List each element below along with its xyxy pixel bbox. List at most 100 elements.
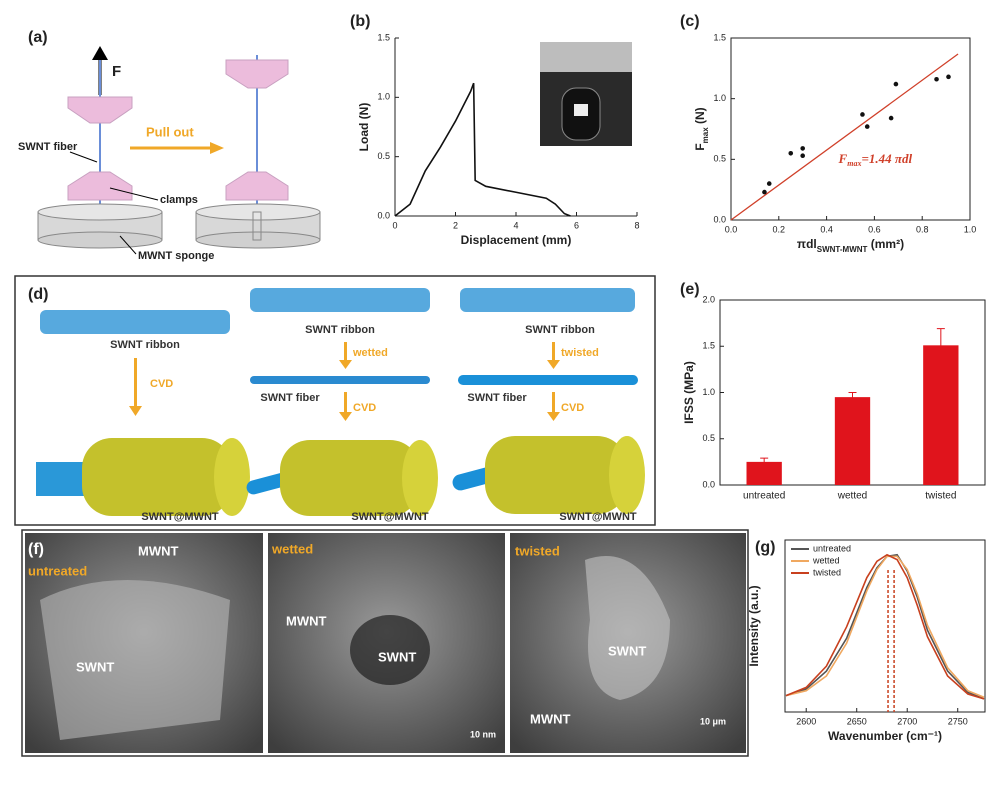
- fiber: [458, 375, 638, 385]
- x-tick-label: 4: [513, 220, 518, 230]
- x-axis-label-main: πdl: [797, 237, 817, 251]
- x-axis-label-sub: SWNT-MWNT: [817, 245, 868, 254]
- label: 10 μm: [700, 716, 726, 726]
- label: SWNT: [378, 649, 416, 664]
- annotation-sub: max: [847, 159, 861, 168]
- x-tick-label: 2700: [897, 716, 917, 726]
- panel-label: (a): [28, 29, 48, 46]
- label: twisted: [561, 347, 599, 359]
- annotation-rest: =1.44 πdl: [861, 151, 912, 166]
- error-bar: [848, 392, 857, 403]
- point: [766, 181, 772, 186]
- x-tick-label: 0.6: [868, 224, 881, 234]
- y-axis-label: Fmax (N): [693, 107, 709, 150]
- clamp: [67, 171, 133, 201]
- panel-label: (g): [755, 539, 775, 556]
- y-axis-label: Intensity (a.u.): [747, 585, 761, 666]
- arrow-head: [92, 46, 108, 60]
- x-axis-label: Displacement (mm): [461, 233, 572, 247]
- label: twisted: [515, 543, 560, 558]
- sponge-bottom: [37, 231, 163, 249]
- panel-label: (e): [680, 281, 700, 298]
- cylinder-end: [609, 436, 645, 514]
- point: [800, 146, 805, 151]
- error-bar: [936, 328, 945, 363]
- label: SWNT ribbon: [305, 324, 375, 336]
- arrow-head: [547, 412, 560, 421]
- hole: [252, 211, 262, 241]
- leader: [109, 187, 159, 201]
- label: SWNT ribbon: [110, 339, 180, 351]
- x-axis-label-rest: (mm²): [867, 237, 904, 251]
- photo-part: [540, 42, 632, 72]
- x-tick-label: 2750: [948, 716, 968, 726]
- label: MWNT: [286, 613, 326, 628]
- ribbon: [250, 288, 430, 312]
- x-tick-label: twisted: [925, 491, 956, 502]
- x-axis-label: πdlSWNT-MWNT (mm²): [797, 237, 904, 253]
- ribbon: [40, 310, 230, 334]
- panel-label: (c): [680, 13, 700, 30]
- label: SWNT fiber: [260, 392, 320, 404]
- legend-label: twisted: [813, 567, 841, 577]
- label: untreated: [28, 563, 87, 578]
- label: MWNT: [138, 543, 178, 558]
- y-tick-label: 1.5: [702, 341, 715, 351]
- data-line: [785, 553, 985, 700]
- x-tick-label: 0.4: [820, 224, 833, 234]
- bar: [923, 345, 959, 485]
- point: [800, 153, 805, 158]
- sem-feature: [40, 580, 230, 740]
- y-tick-label: 2.0: [702, 294, 715, 304]
- label: SWNT fiber: [18, 141, 78, 153]
- x-tick-label: 0.2: [773, 224, 786, 234]
- y-tick-label: 0.5: [377, 151, 390, 161]
- axes-frame: [730, 37, 971, 221]
- label: clamps: [160, 194, 198, 206]
- panel-frame: [21, 529, 749, 757]
- label: SWNT@MWNT: [351, 511, 429, 523]
- sem-feature: [350, 615, 430, 685]
- arrow-head: [339, 412, 352, 421]
- label: CVD: [150, 378, 173, 390]
- composite: [36, 436, 645, 516]
- label: wetted: [352, 347, 388, 359]
- panel-label: (d): [28, 286, 48, 303]
- y-tick-label: 0.0: [702, 479, 715, 489]
- y-axis-label-rest: (N): [693, 107, 707, 127]
- x-tick-label: wetted: [837, 491, 867, 502]
- cylinder: [485, 436, 627, 514]
- force-label: F: [112, 63, 121, 80]
- x-tick-label: 0: [392, 220, 397, 230]
- y-tick-label: 1.5: [713, 32, 726, 42]
- sem-feature: [585, 556, 670, 700]
- y-axis-label-sub: max: [701, 127, 710, 144]
- x-tick-label: 6: [574, 220, 579, 230]
- point: [864, 124, 870, 129]
- data-line: [785, 553, 985, 700]
- label: SWNT fiber: [467, 392, 527, 404]
- error-bar: [760, 457, 769, 467]
- y-axis-label: Load (N): [357, 103, 371, 152]
- cylinder-end: [402, 440, 438, 516]
- point: [788, 150, 794, 156]
- clamp: [225, 171, 289, 201]
- arrow: [552, 392, 555, 414]
- fiber: [250, 376, 430, 384]
- y-tick-label: 1.0: [702, 387, 715, 397]
- annotation: Fmax=1.44 πdl: [838, 151, 913, 168]
- arrow-head: [339, 360, 352, 369]
- arrow-head: [129, 406, 142, 416]
- x-tick-label: 2650: [847, 716, 867, 726]
- label: SWNT ribbon: [525, 324, 595, 336]
- legend-label: wetted: [812, 555, 840, 565]
- x-tick-label: 8: [634, 220, 639, 230]
- x-tick-label: 2: [453, 220, 458, 230]
- cylinder: [82, 438, 232, 516]
- y-tick-label: 0.0: [377, 210, 390, 220]
- x-tick-label: 1.0: [964, 224, 977, 234]
- point: [934, 76, 939, 82]
- point: [946, 74, 951, 80]
- cylinder: [280, 440, 420, 516]
